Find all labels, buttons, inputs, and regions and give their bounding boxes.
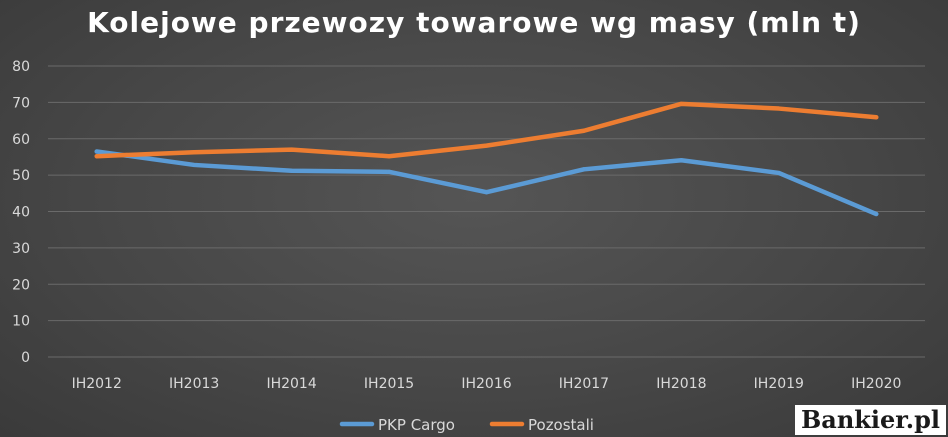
data-point — [484, 190, 489, 195]
y-tick-label: 60 — [12, 132, 30, 148]
x-axis-ticks: IH2012 IH2013 IH2014 IH2015 IH2016 IH2017 IH20… — [72, 376, 902, 392]
y-tick-label: 50 — [12, 168, 30, 184]
x-tick-label: IH2012 — [72, 376, 122, 392]
y-tick-label: 20 — [12, 277, 30, 293]
data-point — [679, 101, 684, 106]
chart-title: Kolejowe przewozy towarowe wg masy (mln … — [87, 6, 861, 39]
data-point — [679, 158, 684, 163]
y-tick-label: 40 — [12, 205, 30, 221]
y-tick-label: 10 — [12, 314, 30, 330]
data-point — [192, 150, 197, 155]
gridlines — [48, 65, 925, 358]
data-point — [94, 149, 99, 154]
x-tick-label: IH2013 — [169, 376, 219, 392]
legend-label: Pozostali — [528, 416, 594, 434]
series-line-pozostali — [94, 101, 879, 159]
data-point — [874, 115, 879, 120]
legend-label: PKP Cargo — [378, 416, 455, 434]
x-tick-label: IH2020 — [851, 376, 901, 392]
y-axis-ticks: 0 10 20 30 40 50 60 70 80 — [12, 59, 30, 366]
legend: PKP Cargo Pozostali — [339, 416, 594, 434]
data-point — [581, 128, 586, 133]
x-tick-label: IH2016 — [461, 376, 511, 392]
x-tick-label: IH2017 — [559, 376, 609, 392]
data-point — [289, 168, 294, 173]
y-tick-label: 80 — [12, 59, 30, 75]
data-point — [192, 162, 197, 167]
data-point — [776, 170, 781, 175]
series-line-pkp-cargo — [94, 149, 879, 217]
data-point — [581, 167, 586, 172]
x-tick-label: IH2018 — [656, 376, 706, 392]
data-point — [289, 147, 294, 152]
bankier-logo: Bankier.pl — [795, 405, 946, 435]
data-point — [387, 154, 392, 159]
data-point — [484, 143, 489, 148]
x-tick-label: IH2019 — [754, 376, 804, 392]
data-point — [776, 106, 781, 111]
y-tick-label: 70 — [12, 95, 30, 111]
series-lines — [94, 101, 879, 217]
x-tick-label: IH2014 — [266, 376, 316, 392]
y-tick-label: 30 — [12, 241, 30, 257]
x-tick-label: IH2015 — [364, 376, 414, 392]
data-point — [94, 154, 99, 159]
data-point — [874, 212, 879, 217]
data-point — [387, 169, 392, 174]
y-tick-label: 0 — [21, 350, 30, 366]
